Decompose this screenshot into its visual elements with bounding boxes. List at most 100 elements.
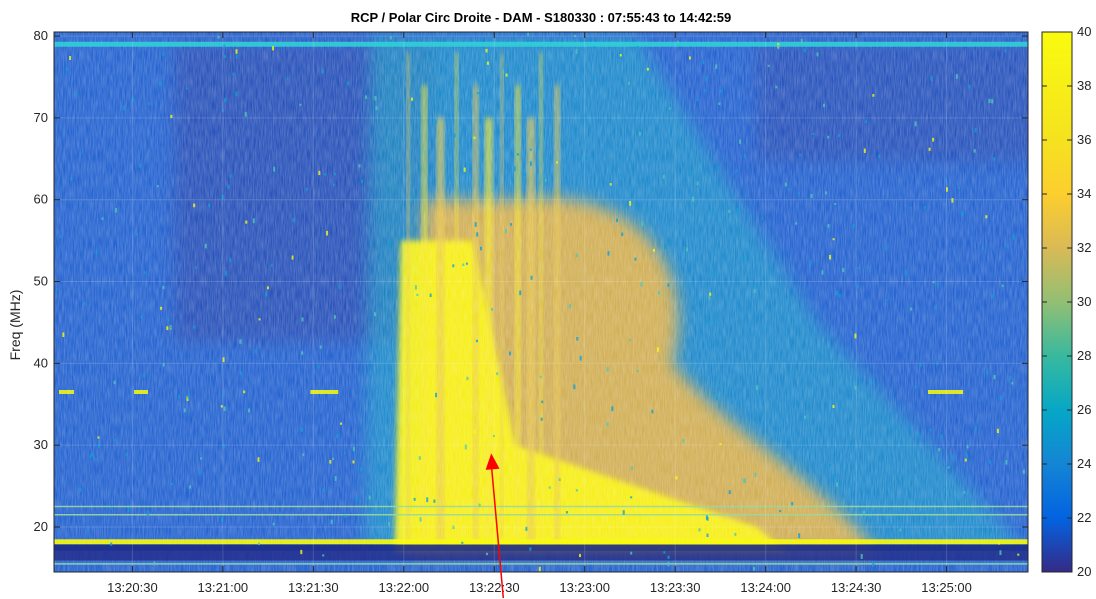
rfi-speck (706, 516, 709, 521)
rfi-speck (696, 98, 699, 102)
rfi-speck (756, 385, 759, 391)
rfi-speck (243, 390, 246, 394)
rfi-speck (95, 458, 98, 461)
rfi-speck (1005, 460, 1008, 465)
rfi-speck (514, 145, 517, 148)
rfi-speck (170, 114, 173, 119)
rfi-speck (636, 45, 639, 49)
rfi-speck (832, 473, 835, 478)
rfi-speck (675, 476, 678, 480)
rfi-speck (799, 153, 802, 157)
y-tick-label: 30 (34, 437, 48, 452)
rfi-speck (273, 166, 276, 172)
rfi-speck (579, 79, 582, 82)
rfi-speck (575, 489, 578, 492)
rfi-speck (530, 275, 533, 280)
rfi-speck (148, 102, 151, 106)
rfi-speck (621, 174, 624, 178)
rfi-speck (852, 223, 855, 228)
rfi-speck (872, 94, 875, 97)
rfi-speck (497, 502, 500, 505)
rfi-speck (331, 457, 334, 461)
rfi-speck (885, 299, 888, 302)
rfi-speck (167, 318, 170, 322)
rfi-speck (220, 405, 223, 408)
rfi-speck (110, 506, 113, 510)
grid (54, 32, 1028, 572)
rfi-speck (938, 448, 941, 452)
rfi-specks (55, 32, 1025, 572)
rfi-speck (692, 196, 695, 202)
rfi-speck (667, 283, 670, 287)
rfi-speck (664, 244, 667, 249)
rfi-speck (688, 174, 691, 177)
rfi-speck (963, 491, 966, 494)
rfi-speck (919, 362, 922, 367)
rfi-speck (235, 49, 238, 54)
rfi-speck (842, 268, 845, 272)
rfi-speck (914, 121, 917, 127)
rfi-speck (374, 95, 377, 101)
rfi-speck (258, 318, 261, 321)
rfi-speck (627, 81, 630, 85)
rfi-speck (486, 382, 489, 387)
rfi-speck (453, 133, 456, 138)
annotation-arrow-shaft (490, 463, 505, 599)
rfi-speck (917, 432, 920, 437)
rfi-speck (485, 552, 488, 556)
rfi-speck (928, 147, 931, 151)
rfi-speck (706, 319, 709, 323)
rfi-speck (615, 218, 618, 222)
rfi-speck (424, 151, 427, 154)
rfi-speck (300, 427, 303, 432)
rfi-speck (426, 497, 429, 503)
rfi-speck (988, 460, 991, 464)
rfi-speck (410, 97, 413, 101)
rfi-speck (257, 542, 260, 546)
rfi-speck (393, 272, 396, 275)
rfi-speck (777, 44, 780, 50)
rfi-speck (340, 422, 343, 425)
rfi-speck (224, 271, 227, 276)
rfi-speck (668, 242, 671, 246)
rfi-speck (795, 222, 798, 225)
rfi-speck (945, 187, 948, 192)
rfi-speck (585, 156, 588, 161)
rfi-speck (569, 304, 572, 309)
rfi-speck (538, 566, 541, 572)
rfi-speck (646, 67, 649, 71)
rfi-speck (1009, 375, 1012, 380)
rfi-speck (777, 454, 780, 457)
rfi-speck (909, 206, 912, 209)
rfi-speck (555, 161, 558, 164)
rfi-speck (829, 463, 832, 467)
rfi-speck (718, 102, 721, 106)
rfi-speck (667, 555, 670, 559)
y-tick-label: 50 (34, 274, 48, 289)
rfi-speck (474, 222, 477, 227)
rfi-speck (333, 172, 336, 176)
rfi-speck (291, 255, 294, 260)
rfi-speck (352, 446, 355, 452)
rfi-speck (162, 286, 165, 290)
rfi-speck (244, 111, 247, 117)
rfi-speck (318, 170, 321, 176)
rfi-speck (114, 207, 117, 213)
rfi-speck (930, 76, 933, 81)
rfi-speck (235, 54, 238, 59)
rfi-speck (305, 187, 308, 191)
rfi-speck (834, 202, 837, 205)
rfi-speck (131, 97, 134, 102)
rfi-speck (239, 339, 242, 344)
x-tick-label: 13:24:00 (740, 580, 791, 595)
rfi-speck (529, 161, 532, 166)
rfi-speck (139, 163, 142, 168)
rfi-speck (505, 73, 508, 77)
rfi-speck (743, 154, 746, 159)
rfi-speck (548, 486, 551, 489)
rfi-speck (944, 178, 947, 181)
rfi-speck (752, 567, 755, 571)
rfi-speck (735, 169, 738, 173)
colorbar: 20 22 24 26 28 30 32 34 36 38 40 (1041, 24, 1091, 579)
